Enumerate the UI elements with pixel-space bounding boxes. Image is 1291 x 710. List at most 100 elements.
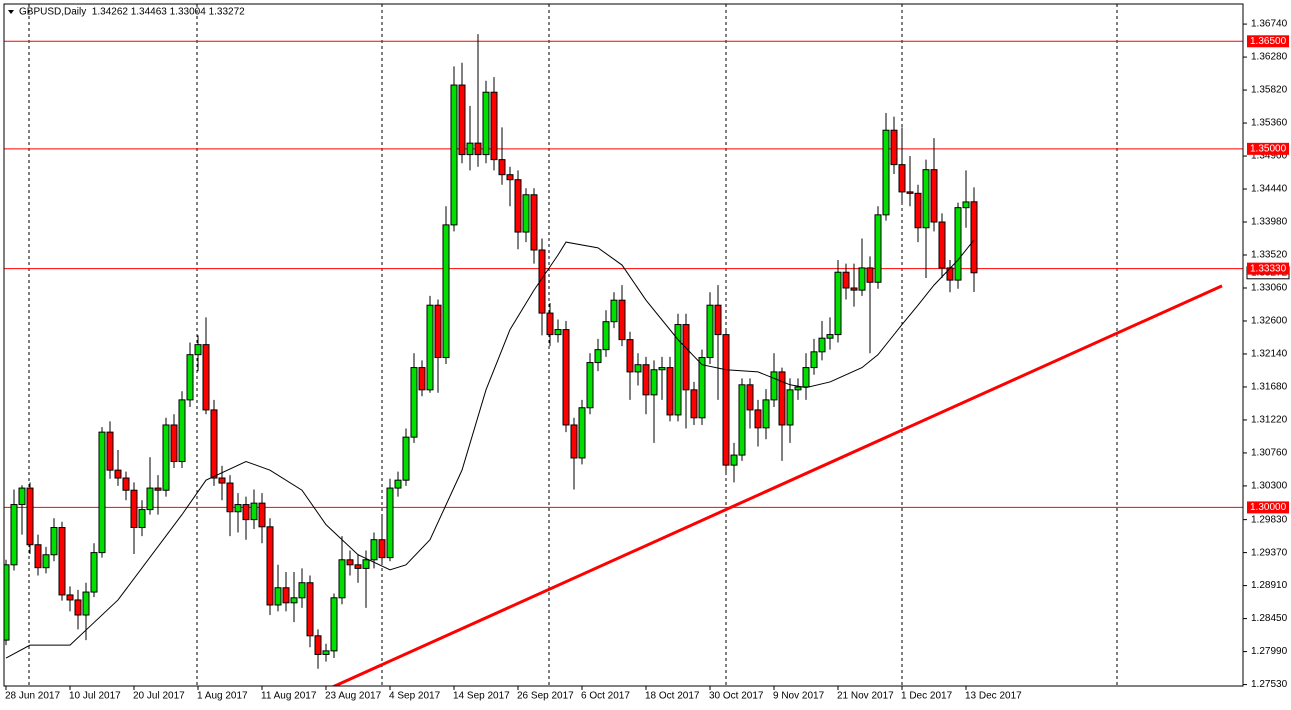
candle-body xyxy=(354,564,362,569)
candle-body xyxy=(474,142,482,156)
level-label: 1.36500 xyxy=(1250,36,1287,47)
chart-title: GBPUSD,Daily 1.34262 1.34463 1.33004 1.3… xyxy=(19,7,245,18)
y-tick-label: 1.33520 xyxy=(1251,250,1288,261)
y-tick-label: 1.27530 xyxy=(1251,679,1288,690)
candle-body xyxy=(418,367,426,391)
x-tick-label: 1 Dec 2017 xyxy=(901,691,953,702)
candle-body xyxy=(898,164,906,193)
x-tick-label: 13 Dec 2017 xyxy=(965,691,1022,702)
candle-body xyxy=(538,249,546,314)
candle-body xyxy=(242,504,250,521)
candle-body xyxy=(66,594,74,601)
candle-body xyxy=(386,487,394,559)
candle-body xyxy=(362,559,370,569)
candle-body xyxy=(746,384,754,411)
candle-body xyxy=(866,267,874,283)
candle-body xyxy=(50,527,58,556)
trendline xyxy=(331,284,1223,686)
y-tick-label: 1.35820 xyxy=(1251,85,1288,96)
candle-body xyxy=(802,367,810,388)
candle-body xyxy=(930,169,938,223)
candle-body xyxy=(722,334,730,466)
candle-body xyxy=(218,477,226,484)
candle-body xyxy=(194,344,202,356)
x-tick-label: 4 Sep 2017 xyxy=(389,691,441,702)
y-tick-label: 1.29370 xyxy=(1251,547,1288,558)
candle-body xyxy=(690,389,698,419)
candle-body xyxy=(706,304,714,359)
x-tick-label: 14 Sep 2017 xyxy=(453,691,510,702)
candle-body xyxy=(954,207,962,281)
plot-area xyxy=(4,34,1243,686)
candle-body xyxy=(402,436,410,481)
candle-body xyxy=(738,384,746,456)
candle-body xyxy=(338,559,346,599)
candle-body xyxy=(810,351,818,369)
y-tick-label: 1.33980 xyxy=(1251,217,1288,228)
candle-body xyxy=(170,424,178,463)
candle-body xyxy=(610,299,618,323)
candle-body xyxy=(530,194,538,251)
candle-body xyxy=(514,179,522,233)
candle-body xyxy=(874,214,882,283)
y-tick-label: 1.30760 xyxy=(1251,448,1288,459)
candle-body xyxy=(634,364,642,373)
candle-body xyxy=(26,487,34,546)
x-tick-label: 28 Jun 2017 xyxy=(5,691,60,702)
candle-body xyxy=(258,502,266,528)
axes: 1.36740 1.36280 1.35820 1.35360 1.34900 1.344… xyxy=(5,19,1290,702)
candle-body xyxy=(962,201,970,209)
candle-body xyxy=(546,312,554,336)
x-tick-label: 10 Jul 2017 xyxy=(69,691,121,702)
candle-body xyxy=(314,635,322,655)
level-box xyxy=(1247,501,1289,514)
candle-body xyxy=(330,597,338,652)
candle-body xyxy=(594,349,602,364)
candle-body xyxy=(714,304,722,336)
y-tick-label: 1.27990 xyxy=(1251,646,1288,657)
candle-body xyxy=(506,174,514,181)
candle-body xyxy=(322,650,330,655)
candle-body xyxy=(778,371,786,426)
candle-body xyxy=(650,369,658,396)
y-tick-label: 1.35360 xyxy=(1251,118,1288,129)
level-box xyxy=(1247,262,1289,275)
candle-body xyxy=(570,424,578,459)
candle-body xyxy=(154,487,162,491)
x-tick-label: 9 Nov 2017 xyxy=(773,691,825,702)
candle-body xyxy=(578,407,586,459)
candle-body xyxy=(74,599,82,616)
y-tick-label: 1.32600 xyxy=(1251,316,1288,327)
candle-body xyxy=(770,371,778,401)
y-tick-label: 1.34440 xyxy=(1251,184,1288,195)
level-box xyxy=(1247,35,1289,48)
candle-body xyxy=(850,287,858,291)
candle-body xyxy=(306,582,314,637)
candle-body xyxy=(642,364,650,396)
y-tick-label: 1.36280 xyxy=(1251,52,1288,63)
candle-body xyxy=(138,509,146,529)
candle-body xyxy=(754,409,762,429)
candle-body xyxy=(34,544,42,569)
candle-body xyxy=(410,367,418,438)
candle-body xyxy=(394,479,402,489)
candle-body xyxy=(82,591,90,616)
y-tick-label: 1.29830 xyxy=(1251,514,1288,525)
candle-body xyxy=(554,329,562,336)
candle-body xyxy=(234,504,242,513)
candle-body xyxy=(914,192,922,229)
candle-body xyxy=(450,84,458,226)
candle-body xyxy=(10,504,18,566)
candle-body xyxy=(890,129,898,166)
candle-body xyxy=(490,91,498,161)
y-tick-label: 1.36740 xyxy=(1251,19,1288,30)
candle-body xyxy=(922,169,930,229)
candle-body xyxy=(842,271,850,289)
candle-body xyxy=(202,344,210,411)
y-tick-label: 1.31680 xyxy=(1251,382,1288,393)
moving-average xyxy=(5,239,975,659)
candle-body xyxy=(18,487,26,506)
menu-arrow[interactable] xyxy=(8,10,14,14)
candle-body xyxy=(826,334,834,339)
candle-body xyxy=(626,339,634,373)
